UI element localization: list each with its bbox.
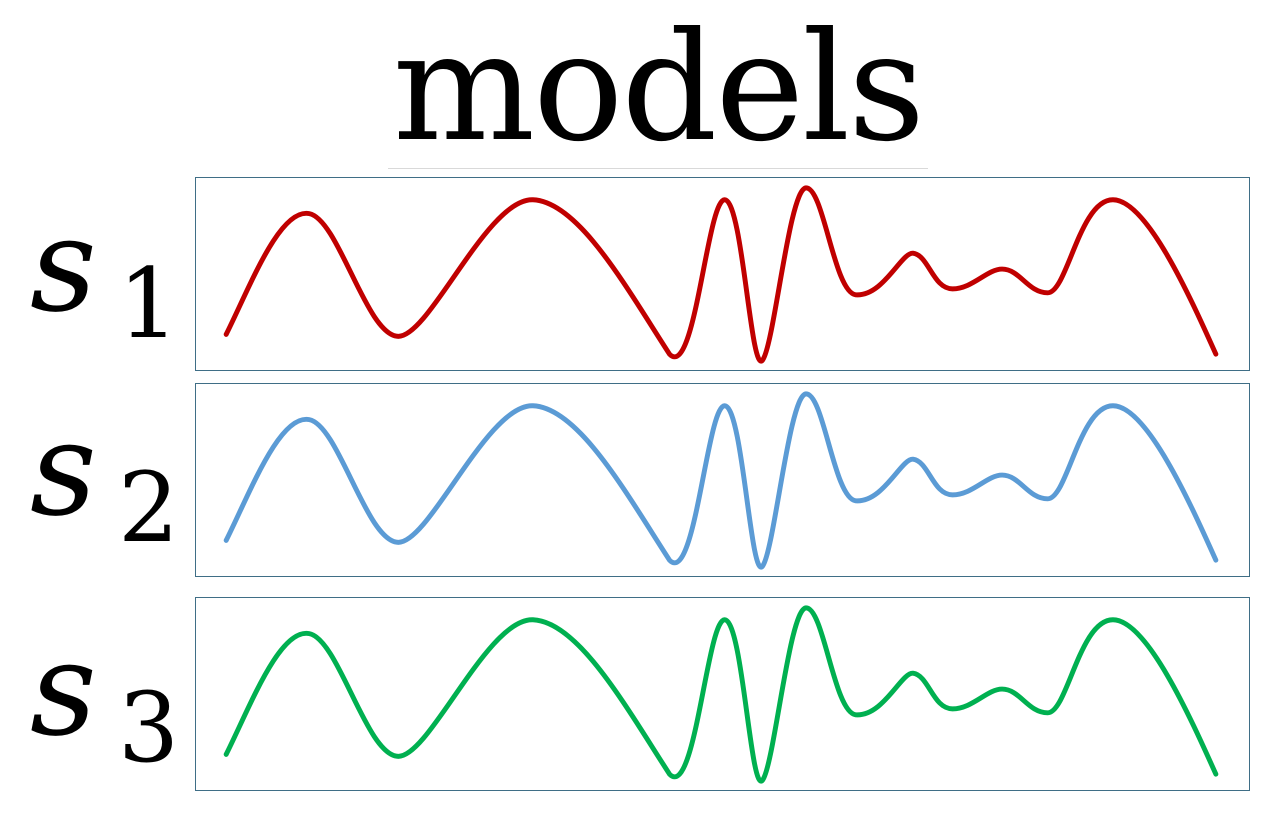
signal-plot-s2	[223, 391, 1219, 570]
row-label-symbol: s	[30, 613, 97, 765]
row-label-symbol: s	[30, 393, 97, 545]
signal-panel-s2	[195, 383, 1250, 577]
signal-curve-s1	[223, 185, 1219, 364]
row-label-subscript: 2	[118, 452, 180, 564]
row-label-symbol: s	[30, 189, 97, 341]
signal-panel-s1	[195, 177, 1250, 371]
row-label-s1: s 1	[30, 189, 190, 360]
row-label-subscript: 1	[118, 248, 180, 360]
signal-plot-s3	[223, 605, 1219, 784]
diagram-title: models	[388, 8, 928, 169]
signal-curve-s2	[223, 391, 1219, 570]
row-label-s3: s 3	[30, 613, 190, 784]
signal-curve-s3	[223, 605, 1219, 784]
signal-panel-s3	[195, 597, 1250, 791]
row-label-subscript: 3	[118, 672, 180, 784]
row-label-s2: s 2	[30, 393, 190, 564]
signal-plot-s1	[223, 185, 1219, 364]
